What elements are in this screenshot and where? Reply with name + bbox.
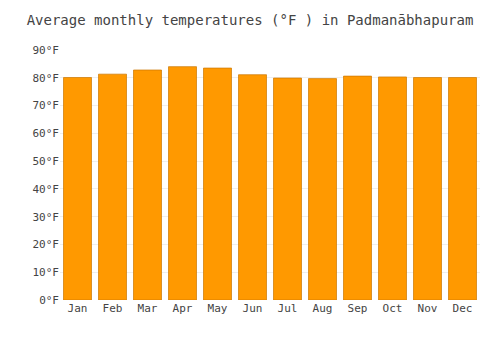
svg-text:60°F: 60°F <box>33 127 60 140</box>
svg-text:Jun: Jun <box>243 302 263 315</box>
svg-text:70°F: 70°F <box>33 99 60 112</box>
svg-text:Apr: Apr <box>173 302 193 315</box>
svg-text:Sep: Sep <box>348 302 368 315</box>
svg-text:40°F: 40°F <box>33 183 60 196</box>
svg-text:May: May <box>208 302 228 315</box>
svg-text:10°F: 10°F <box>33 266 60 279</box>
svg-text:80°F: 80°F <box>33 72 60 85</box>
svg-text:30°F: 30°F <box>33 211 60 224</box>
svg-text:Jul: Jul <box>278 302 298 315</box>
svg-text:0°F: 0°F <box>39 294 59 307</box>
svg-text:Mar: Mar <box>138 302 158 315</box>
svg-text:Average monthly temperatures (: Average monthly temperatures (°F ) in Pa… <box>27 12 474 28</box>
svg-text:Nov: Nov <box>418 302 438 315</box>
svg-text:Aug: Aug <box>313 302 333 315</box>
svg-text:Feb: Feb <box>103 302 123 315</box>
svg-text:50°F: 50°F <box>33 155 60 168</box>
svg-text:20°F: 20°F <box>33 238 60 251</box>
svg-text:Dec: Dec <box>453 302 473 315</box>
svg-text:90°F: 90°F <box>33 44 60 57</box>
svg-text:Jan: Jan <box>68 302 88 315</box>
svg-text:Oct: Oct <box>383 302 403 315</box>
